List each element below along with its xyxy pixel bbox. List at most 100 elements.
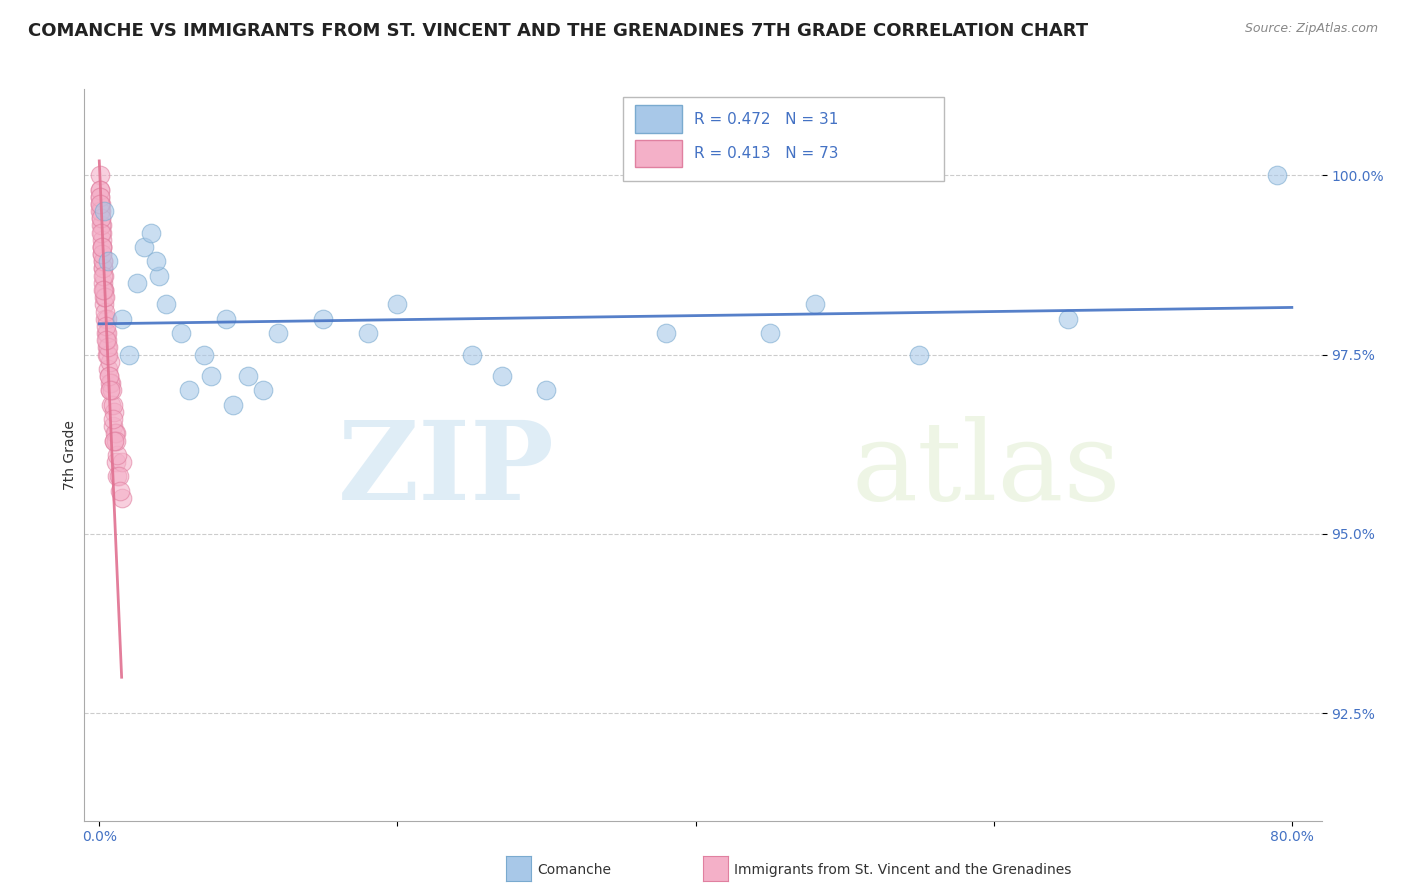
Point: [90, 219, 112, 233]
Point: [804, 297, 827, 311]
Point: [96, 311, 118, 326]
Point: [97, 340, 120, 354]
Point: [141, 226, 163, 240]
Point: [104, 426, 127, 441]
Point: [94, 318, 117, 333]
Point: [200, 369, 222, 384]
Point: [93, 283, 115, 297]
Point: [654, 326, 676, 340]
Point: [101, 419, 124, 434]
Point: [97, 362, 120, 376]
Point: [90, 219, 112, 233]
Point: [90, 204, 112, 219]
Point: [101, 384, 124, 398]
Point: [252, 384, 274, 398]
Point: [91, 247, 114, 261]
Point: [89, 190, 111, 204]
Point: [98, 369, 121, 384]
Point: [89, 197, 111, 211]
Text: ZIP: ZIP: [337, 416, 554, 523]
Point: [1057, 311, 1080, 326]
Point: [107, 469, 129, 483]
Text: Comanche: Comanche: [537, 863, 612, 877]
Point: [90, 233, 112, 247]
Point: [91, 261, 114, 276]
Point: [105, 448, 128, 462]
Point: [91, 254, 114, 268]
Point: [93, 268, 115, 283]
FancyBboxPatch shape: [623, 96, 945, 180]
Point: [111, 491, 134, 505]
Point: [387, 297, 409, 311]
Point: [238, 369, 260, 384]
Point: [177, 384, 200, 398]
Point: [536, 384, 558, 398]
Point: [91, 240, 114, 254]
Point: [118, 347, 141, 361]
Point: [90, 197, 112, 211]
Text: Immigrants from St. Vincent and the Grenadines: Immigrants from St. Vincent and the Gren…: [734, 863, 1071, 877]
Point: [108, 483, 131, 498]
Point: [908, 347, 931, 361]
Point: [89, 204, 111, 219]
Text: Source: ZipAtlas.com: Source: ZipAtlas.com: [1244, 22, 1378, 36]
Point: [89, 197, 111, 211]
Point: [89, 190, 111, 204]
Point: [132, 240, 155, 254]
Point: [1265, 168, 1288, 182]
Point: [89, 183, 111, 197]
Point: [103, 434, 125, 448]
Point: [491, 369, 513, 384]
Point: [96, 333, 118, 347]
Point: [91, 240, 114, 254]
Text: R = 0.472   N = 31: R = 0.472 N = 31: [695, 112, 839, 127]
Point: [312, 311, 335, 326]
Point: [100, 376, 122, 391]
Text: atlas: atlas: [852, 416, 1121, 523]
Point: [103, 405, 125, 419]
Point: [103, 434, 125, 448]
Point: [125, 276, 148, 290]
Point: [101, 398, 124, 412]
Point: [93, 276, 115, 290]
Point: [91, 261, 114, 276]
Point: [91, 254, 114, 268]
Point: [105, 469, 128, 483]
Point: [97, 369, 120, 384]
Point: [91, 268, 114, 283]
Point: [93, 283, 115, 297]
Point: [97, 254, 120, 268]
Point: [97, 347, 120, 361]
Point: [215, 311, 238, 326]
Point: [96, 347, 118, 361]
Point: [100, 398, 122, 412]
Text: COMANCHE VS IMMIGRANTS FROM ST. VINCENT AND THE GRENADINES 7TH GRADE CORRELATION: COMANCHE VS IMMIGRANTS FROM ST. VINCENT …: [28, 22, 1088, 40]
Point: [98, 384, 121, 398]
Point: [461, 347, 484, 361]
Point: [98, 354, 121, 368]
Point: [222, 398, 245, 412]
Point: [90, 211, 112, 226]
Point: [111, 311, 134, 326]
Point: [105, 434, 128, 448]
Point: [104, 426, 127, 441]
Bar: [636, 105, 682, 133]
Point: [90, 240, 112, 254]
Point: [93, 283, 115, 297]
Point: [90, 211, 112, 226]
Point: [89, 168, 111, 182]
Bar: [636, 140, 682, 168]
Point: [93, 204, 115, 219]
Point: [91, 247, 114, 261]
Point: [93, 297, 115, 311]
Point: [94, 311, 117, 326]
Point: [94, 290, 117, 304]
Point: [103, 412, 125, 426]
Y-axis label: 7th Grade: 7th Grade: [63, 420, 77, 490]
Point: [100, 376, 122, 391]
Point: [145, 254, 167, 268]
Point: [96, 333, 118, 347]
Point: [94, 326, 117, 340]
Point: [90, 226, 112, 240]
Point: [155, 297, 177, 311]
